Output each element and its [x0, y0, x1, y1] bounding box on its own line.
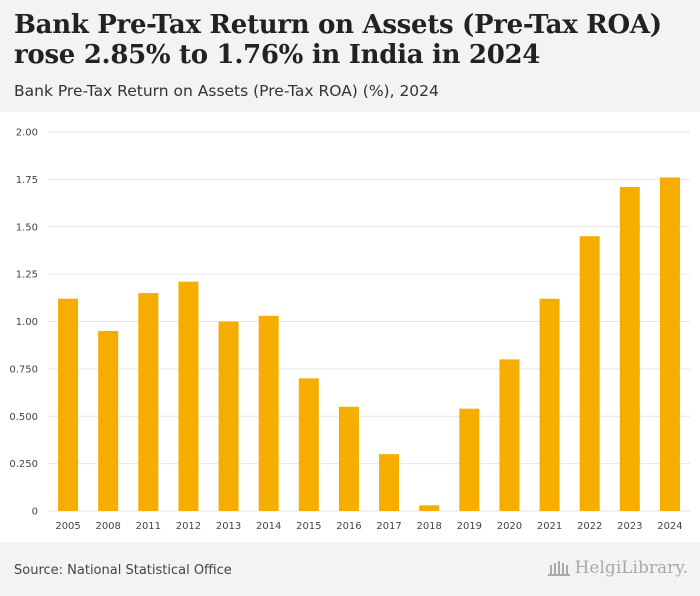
- y-tick-label: 0.750: [9, 364, 38, 375]
- x-tick-label: 2022: [577, 521, 602, 532]
- y-tick-label: 1.25: [16, 270, 38, 281]
- y-tick-label: 1.75: [16, 175, 38, 186]
- bar-2017[interactable]: [379, 454, 400, 511]
- bar-2014[interactable]: [258, 315, 279, 511]
- x-tick-label: 2024: [657, 521, 682, 532]
- x-tick-label: 2019: [457, 521, 482, 532]
- x-tick-label: 2018: [416, 521, 441, 532]
- x-tick-label: 2017: [376, 521, 401, 532]
- bar-2024[interactable]: [659, 177, 680, 511]
- x-tick-label: 2011: [136, 521, 161, 532]
- x-tick-label: 2013: [216, 521, 241, 532]
- bar-2020[interactable]: [499, 359, 520, 511]
- bar-2021[interactable]: [539, 298, 560, 511]
- y-tick-label: 1.50: [16, 222, 38, 233]
- bar-2015[interactable]: [298, 378, 319, 511]
- x-tick-label: 2023: [617, 521, 642, 532]
- bar-2013[interactable]: [218, 321, 239, 512]
- bar-chart: 0 0.250 0.500 0.750 1.00 1.25 1.50 1.75 2.00 2005…: [9, 128, 690, 532]
- x-tick-label: 2005: [55, 521, 80, 532]
- x-tick-label: 2012: [176, 521, 201, 532]
- y-tick-label: 2.00: [16, 128, 38, 139]
- logo-text: HelgiLibrary.: [574, 558, 688, 578]
- y-tick-label: 0.250: [9, 459, 38, 470]
- bar-2023[interactable]: [619, 186, 640, 511]
- bar-2018[interactable]: [419, 505, 440, 511]
- x-tick-label: 2020: [497, 521, 522, 532]
- bar-2022[interactable]: [579, 236, 600, 511]
- chart-title: Bank Pre-Tax Return on Assets (Pre-Tax R…: [14, 10, 662, 70]
- plot-area: 0 0.250 0.500 0.750 1.00 1.25 1.50 1.75 2.00 2005…: [0, 112, 700, 542]
- x-tick-label: 2014: [256, 521, 281, 532]
- x-tick-label: 2015: [296, 521, 321, 532]
- x-tick-label: 2021: [537, 521, 562, 532]
- bar-2011[interactable]: [138, 293, 159, 511]
- helgilibrary-logo: HelgiLibrary.: [547, 558, 688, 578]
- y-tick-label: 0: [32, 507, 38, 518]
- bar-2008[interactable]: [98, 330, 119, 511]
- y-tick-label: 0.500: [9, 412, 38, 423]
- bar-2012[interactable]: [178, 281, 199, 511]
- bar-2005[interactable]: [58, 298, 79, 511]
- bar-2019[interactable]: [459, 408, 480, 511]
- chart-subtitle: Bank Pre-Tax Return on Assets (Pre-Tax R…: [14, 82, 439, 100]
- library-building-icon: [547, 561, 570, 576]
- source-note: Source: National Statistical Office: [14, 563, 232, 578]
- y-tick-label: 1.00: [16, 317, 38, 328]
- x-tick-label: 2016: [336, 521, 361, 532]
- bar-2016[interactable]: [338, 406, 359, 511]
- x-tick-label: 2008: [95, 521, 120, 532]
